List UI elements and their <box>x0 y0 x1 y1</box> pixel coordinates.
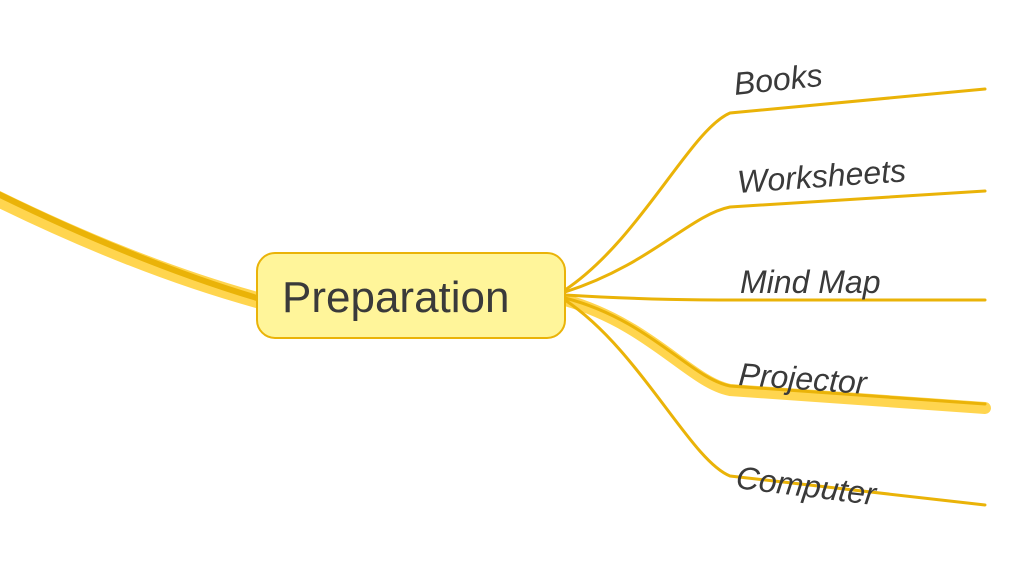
branch-worksheets-label[interactable]: Worksheets <box>736 152 907 200</box>
mindmap-canvas: Preparation Books Worksheets Mind Map Pr… <box>0 0 1024 586</box>
branch-mindmap-label[interactable]: Mind Map <box>740 264 881 300</box>
branch-books-label[interactable]: Books <box>732 57 824 102</box>
central-node-label: Preparation <box>282 273 509 322</box>
branch-computer-label[interactable]: Computer <box>734 459 879 512</box>
